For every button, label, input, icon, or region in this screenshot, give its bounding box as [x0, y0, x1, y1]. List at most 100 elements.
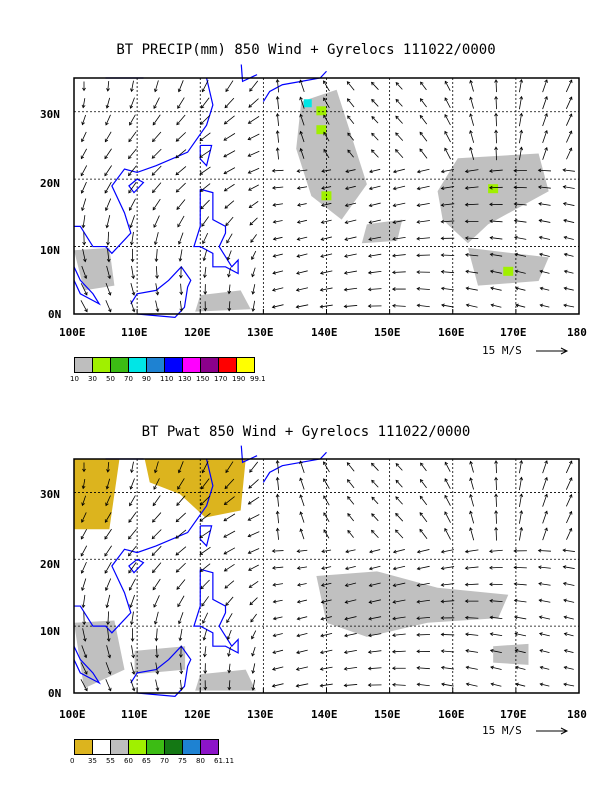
wind-arrow: [466, 683, 478, 687]
wind-arrow: [444, 495, 451, 506]
p1-xtick-180: 180: [567, 326, 587, 339]
wind-arrow: [465, 254, 479, 257]
wind-arrow-head: [201, 88, 206, 93]
wind-arrow: [321, 599, 332, 603]
wind-arrow: [300, 131, 305, 143]
wind-arrow-head: [108, 308, 112, 313]
wind-arrow-head: [82, 241, 87, 246]
legend-swatch: [92, 357, 111, 373]
wind-arrow-head: [227, 669, 232, 674]
wind-arrow: [368, 270, 382, 274]
legend-swatch: [110, 357, 129, 373]
wind-arrow-head: [320, 237, 325, 241]
wind-arrow-head: [544, 112, 548, 117]
wind-arrow: [296, 632, 308, 637]
p1-peak-precip-area: [303, 99, 312, 108]
wind-arrow-head: [275, 95, 280, 100]
wind-arrow-head: [155, 671, 160, 675]
wind-arrow-head: [392, 633, 396, 637]
p1-ytick-30n: 30N: [40, 108, 60, 121]
wind-arrow-head: [177, 88, 182, 93]
wind-arrow: [495, 527, 497, 541]
wind-arrow: [175, 166, 187, 176]
wind-arrow: [539, 616, 551, 620]
wind-arrow: [297, 203, 307, 206]
wind-arrow-head: [515, 682, 519, 687]
wind-arrow: [178, 461, 184, 473]
wind-arrow: [176, 182, 186, 193]
wind-arrow: [272, 169, 284, 172]
wind-arrow: [515, 666, 526, 670]
wind-arrow: [495, 113, 497, 127]
legend-label: 130: [178, 375, 192, 383]
wind-arrow: [563, 304, 575, 308]
wind-arrow-head: [440, 219, 445, 224]
wind-arrow: [542, 460, 548, 474]
wind-arrow-head: [568, 96, 573, 101]
wind-arrow: [441, 186, 455, 189]
wind-arrow-head: [299, 511, 304, 516]
wind-arrow-head: [275, 510, 280, 515]
wind-arrow-head: [104, 587, 109, 592]
wind-arrow-head: [176, 586, 180, 590]
wind-arrow: [465, 186, 479, 189]
wind-arrow: [81, 114, 87, 125]
wind-arrow: [420, 98, 427, 108]
wind-arrow-head: [494, 129, 498, 134]
wind-arrow-head: [489, 615, 494, 620]
wind-arrow-head: [395, 463, 400, 467]
wind-arrow-head: [152, 569, 156, 574]
wind-arrow: [320, 287, 333, 291]
wind-arrow: [107, 462, 110, 472]
wind-arrow: [130, 97, 135, 109]
p2-shaded-area: [493, 643, 529, 665]
wind-arrow: [228, 646, 231, 657]
wind-arrow-head: [81, 587, 85, 592]
wind-arrow: [151, 165, 162, 176]
legend-label: 30: [88, 375, 97, 383]
wind-arrow: [272, 287, 284, 291]
wind-arrow: [320, 304, 333, 308]
wind-arrow-head: [251, 670, 256, 674]
wind-arrow-head: [395, 132, 399, 136]
legend-swatch: [182, 739, 201, 755]
wind-arrow: [224, 580, 235, 589]
legend-label: 170: [214, 375, 228, 383]
wind-arrow-head: [568, 147, 573, 152]
wind-arrow-head: [323, 80, 327, 84]
wind-arrow-head: [440, 286, 445, 291]
wind-arrow: [417, 202, 430, 206]
wind-arrow: [519, 527, 522, 541]
wind-arrow-head: [344, 600, 349, 604]
wind-arrow: [130, 679, 135, 691]
wind-arrow: [469, 527, 475, 541]
wind-arrow: [155, 283, 159, 295]
wind-arrow-head: [343, 683, 348, 688]
wind-arrow-head: [519, 510, 524, 514]
wind-arrow-head: [465, 303, 470, 308]
wind-arrow-head: [392, 600, 397, 604]
wind-arrow-head: [464, 582, 469, 587]
wind-arrow-head: [275, 476, 280, 481]
wind-arrow: [469, 113, 475, 126]
wind-arrow-head: [104, 536, 108, 540]
wind-arrow: [441, 583, 455, 586]
wind-arrow-head: [178, 637, 183, 642]
wind-arrow: [225, 461, 234, 473]
wind-arrow: [346, 81, 355, 91]
wind-arrow: [80, 679, 88, 691]
wind-arrow-head: [226, 239, 230, 244]
wind-arrow-head: [392, 566, 397, 571]
wind-arrow-head: [464, 236, 469, 240]
wind-arrow-head: [224, 485, 229, 490]
wind-arrow: [152, 512, 162, 523]
wind-arrow: [297, 599, 308, 603]
wind-arrow-head: [84, 308, 88, 313]
wind-arrow: [82, 215, 86, 228]
wind-arrow-head: [563, 286, 568, 291]
wind-arrow: [105, 662, 111, 675]
wind-arrow: [542, 113, 548, 127]
wind-arrow-head: [440, 203, 445, 207]
wind-arrow: [225, 596, 234, 606]
